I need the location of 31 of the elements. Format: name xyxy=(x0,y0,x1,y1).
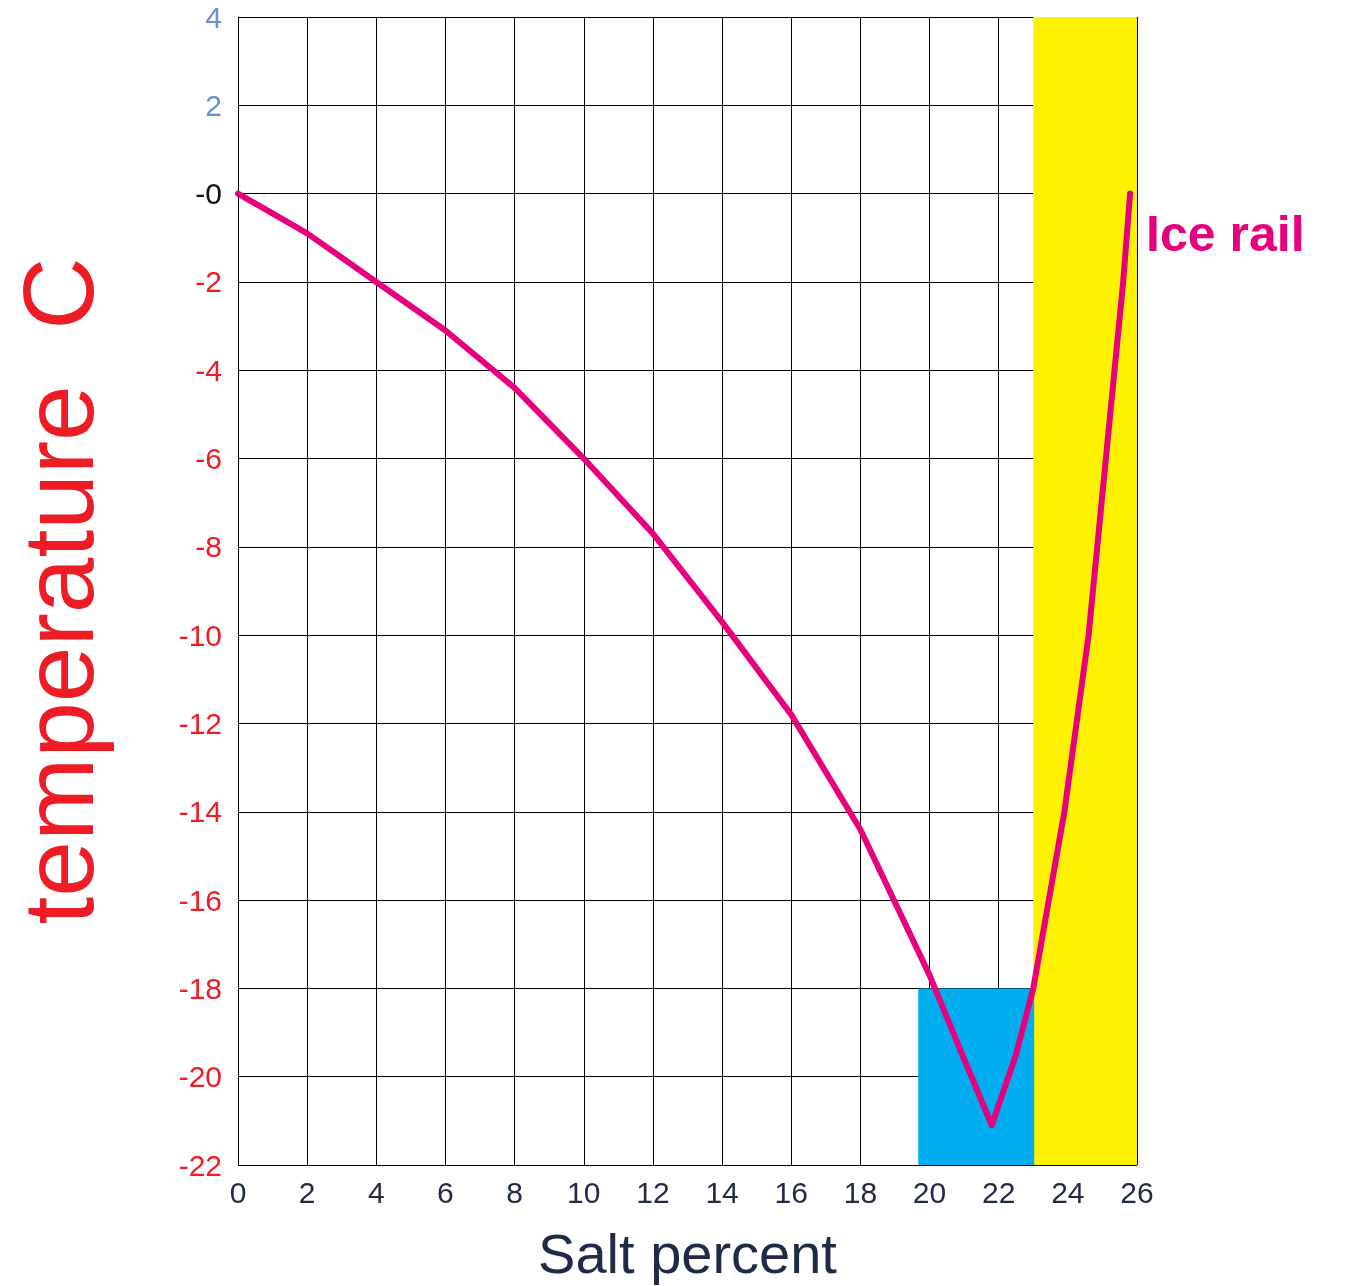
x-tick-label: 8 xyxy=(506,1175,523,1209)
x-tick-label: 2 xyxy=(298,1175,316,1209)
x-tick-label: 24 xyxy=(1051,1175,1085,1209)
x-axis-title: Salt percent xyxy=(538,1221,838,1285)
x-tick-label: 6 xyxy=(437,1175,454,1209)
y-axis-title: temperature C xyxy=(2,257,114,925)
x-tick-label: 22 xyxy=(982,1175,1016,1209)
y-tick-label: -22 xyxy=(178,1148,222,1182)
x-tick-label: 16 xyxy=(774,1175,808,1209)
x-tick-label: 4 xyxy=(367,1175,385,1209)
x-tick-label: 0 xyxy=(229,1175,247,1209)
y-tick-label: -16 xyxy=(178,883,222,917)
y-tick-label: -10 xyxy=(178,618,222,652)
y-tick-label: -8 xyxy=(195,530,222,564)
x-tick-label: 20 xyxy=(912,1175,947,1209)
y-tick-label: -2 xyxy=(195,265,222,299)
x-tick-label: 26 xyxy=(1120,1175,1154,1209)
y-tick-label: -6 xyxy=(195,442,222,476)
x-tick-label: 14 xyxy=(705,1175,739,1209)
x-tick-label: 12 xyxy=(636,1175,670,1209)
y-tick-label: -20 xyxy=(178,1060,222,1094)
series-label: Ice rail xyxy=(1146,205,1305,262)
y-tick-label: -12 xyxy=(178,706,222,740)
x-tick-label: 10 xyxy=(567,1175,601,1209)
y-tick-label: -18 xyxy=(178,971,222,1005)
y-tick-label: 2 xyxy=(205,88,222,122)
x-tick-label: 18 xyxy=(843,1175,878,1209)
y-tick-label: -14 xyxy=(178,795,222,829)
y-tick-label: -4 xyxy=(195,353,222,387)
y-tick-label: -0 xyxy=(195,177,222,211)
y-tick-label: 4 xyxy=(205,0,222,34)
